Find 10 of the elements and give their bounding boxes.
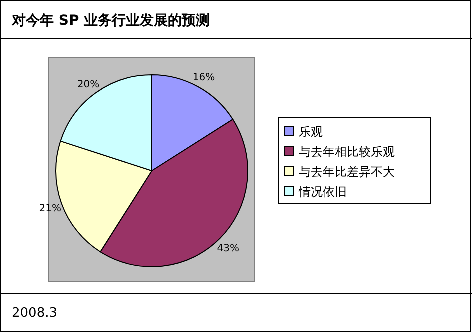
legend-label: 与去年比差异不大 — [299, 165, 395, 179]
chart-title: 对今年 SP 业务行业发展的预测 — [11, 13, 210, 29]
data-label: 43% — [217, 243, 240, 254]
data-label: 16% — [192, 72, 216, 84]
text: 2008.3 — [12, 306, 58, 321]
legend-label: 乐观 — [299, 125, 323, 139]
data-label: 21% — [39, 204, 62, 215]
data-label: 20% — [77, 80, 100, 91]
legend-label: 情况依旧 — [298, 185, 347, 199]
legend-label: 与去年相比较乐观 — [299, 145, 395, 159]
